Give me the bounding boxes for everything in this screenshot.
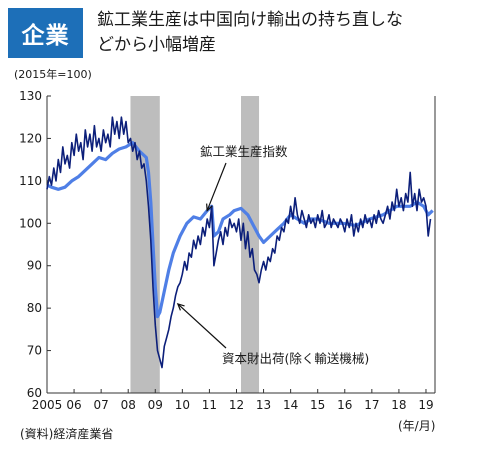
y-tick-label: 90 bbox=[27, 259, 42, 273]
y-tick-label: 120 bbox=[19, 131, 42, 145]
x-tick-label: 11 bbox=[202, 398, 217, 412]
x-tick-label: 13 bbox=[256, 398, 271, 412]
x-tick-label: 14 bbox=[283, 398, 298, 412]
recession-band-2 bbox=[241, 96, 260, 393]
annotation-label-1: 鉱工業生産指数 bbox=[200, 144, 288, 159]
x-tick-label: 16 bbox=[337, 398, 352, 412]
headline-line-2: どから小幅増産 bbox=[97, 35, 216, 55]
series-line-capital-goods bbox=[46, 116, 432, 369]
recession-bands bbox=[130, 96, 260, 393]
x-tick-label: 09 bbox=[148, 398, 163, 412]
x-tick-label: 06 bbox=[66, 398, 81, 412]
annotation-arrow-2 bbox=[177, 303, 227, 349]
y-tick-label: 100 bbox=[19, 216, 42, 230]
y-unit-label: (2015年=100) bbox=[14, 67, 92, 81]
annotation-arrowhead-1 bbox=[206, 203, 213, 212]
x-tick-label: 07 bbox=[93, 398, 108, 412]
x-unit-label: (年/月) bbox=[398, 419, 435, 433]
y-tick-label: 80 bbox=[27, 301, 42, 315]
x-tick-label: 17 bbox=[364, 398, 379, 412]
category-badge: 企業 bbox=[8, 8, 83, 58]
x-tick-label: 12 bbox=[229, 398, 244, 412]
annotation-arrow-1 bbox=[206, 162, 227, 211]
y-tick-label: 130 bbox=[19, 89, 42, 103]
headline-line-1: 鉱工業生産は中国向け輸出の持ち直しな bbox=[97, 10, 403, 30]
x-tick-label: 18 bbox=[391, 398, 406, 412]
x-tick-label: 2005 bbox=[32, 398, 63, 412]
y-tick-label: 60 bbox=[27, 386, 42, 400]
x-tick-label: 15 bbox=[310, 398, 325, 412]
y-tick-label: 70 bbox=[27, 344, 42, 358]
x-axis: 2005 06 07 08 09 10 11 12 13 14 15 16 17 18 19 bbox=[32, 389, 434, 412]
y-tick-label: 110 bbox=[19, 174, 42, 188]
x-tick-label: 19 bbox=[418, 398, 433, 412]
recession-band-1 bbox=[130, 96, 160, 393]
y-axis: 60 70 80 90 100 110 120 130 bbox=[19, 89, 436, 400]
chart-headline: 鉱工業生産は中国向け輸出の持ち直しな どから小幅増産 bbox=[97, 8, 467, 58]
source-note: (資料)経済産業省 bbox=[20, 426, 113, 441]
x-tick-label: 10 bbox=[175, 398, 190, 412]
annotation-label-2: 資本財出荷(除く輸送機械) bbox=[222, 351, 369, 366]
annotation-arrowhead-2 bbox=[176, 302, 185, 311]
x-tick-label: 08 bbox=[121, 398, 136, 412]
